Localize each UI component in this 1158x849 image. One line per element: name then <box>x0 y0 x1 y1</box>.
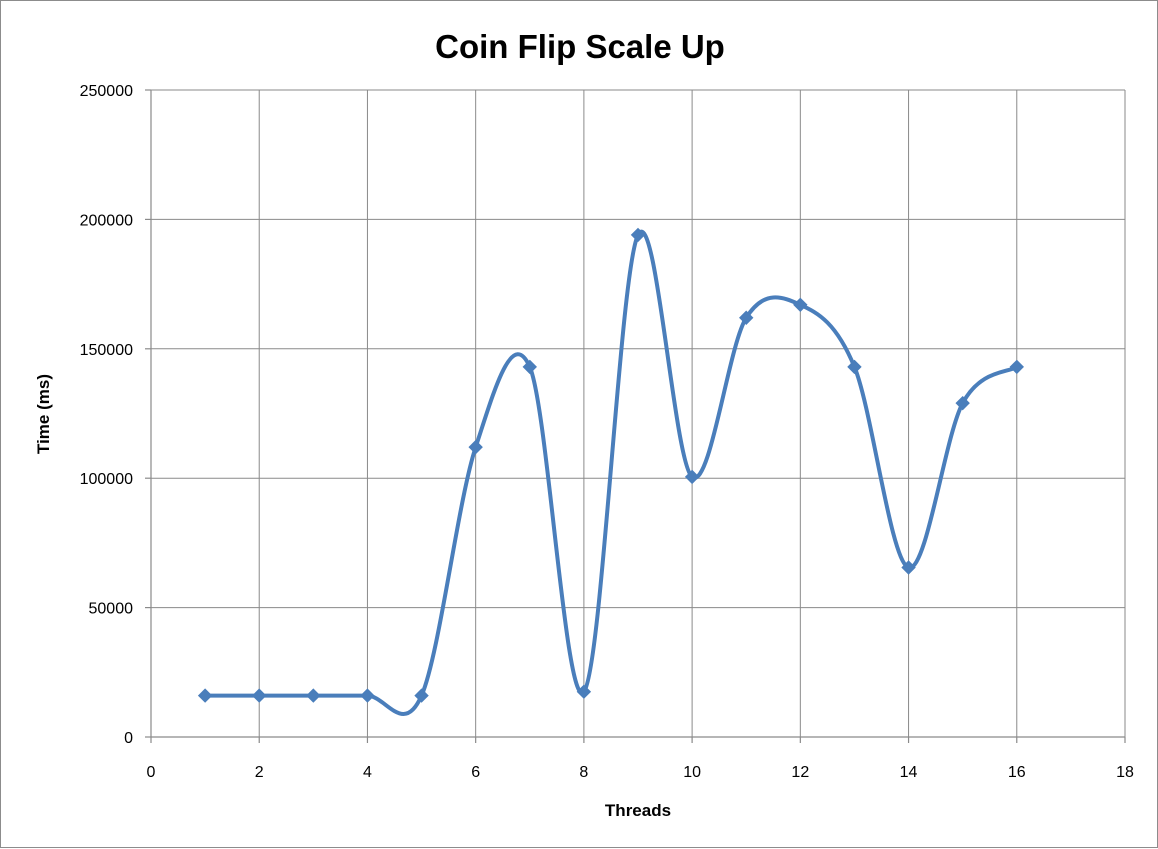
data-point-marker <box>630 227 646 243</box>
data-point-marker <box>576 684 592 699</box>
x-tick-label: 2 <box>255 764 264 781</box>
y-tick-label: 100000 <box>80 471 133 488</box>
y-tick-label: 150000 <box>80 342 133 359</box>
x-axis-title: Threads <box>605 801 671 820</box>
data-point-marker <box>468 439 483 455</box>
y-tick-label: 250000 <box>80 83 133 100</box>
data-point-marker <box>252 688 267 703</box>
data-point-marker <box>522 359 537 375</box>
data-point-marker <box>901 560 916 575</box>
x-tick-label: 10 <box>683 764 701 781</box>
data-point-marker <box>414 688 429 703</box>
y-tick-label: 50000 <box>89 601 134 618</box>
x-tick-label: 18 <box>1116 764 1134 781</box>
x-tick-label: 4 <box>363 764 372 781</box>
data-point-marker <box>1009 359 1024 375</box>
data-point-marker <box>847 359 862 375</box>
data-point-marker <box>793 297 808 313</box>
data-point-marker <box>739 310 754 325</box>
x-tick-label: 12 <box>791 764 809 781</box>
grid-lines <box>151 89 1126 737</box>
series-group <box>197 227 1024 716</box>
series-line <box>203 229 1019 716</box>
y-tick-label: 200000 <box>80 212 133 229</box>
data-point-marker <box>197 688 213 703</box>
axes <box>145 89 1126 743</box>
data-point-marker <box>955 395 970 411</box>
chart-title: Coin Flip Scale Up <box>435 28 725 65</box>
y-axis-title: Time (ms) <box>34 374 53 454</box>
x-tick-label: 8 <box>579 764 588 781</box>
x-tick-label: 14 <box>900 764 918 781</box>
x-tick-label: 0 <box>147 764 156 781</box>
x-tick-label: 6 <box>471 764 480 781</box>
data-point-marker <box>684 469 700 485</box>
data-point-marker <box>360 688 375 703</box>
data-point-marker <box>306 688 321 703</box>
tick-labels: 0 50000 100000 150000 200000 250000 0 2 4 6 8 10 12 1… <box>80 83 1134 781</box>
x-tick-label: 16 <box>1008 764 1026 781</box>
y-tick-label: 0 <box>124 730 133 747</box>
